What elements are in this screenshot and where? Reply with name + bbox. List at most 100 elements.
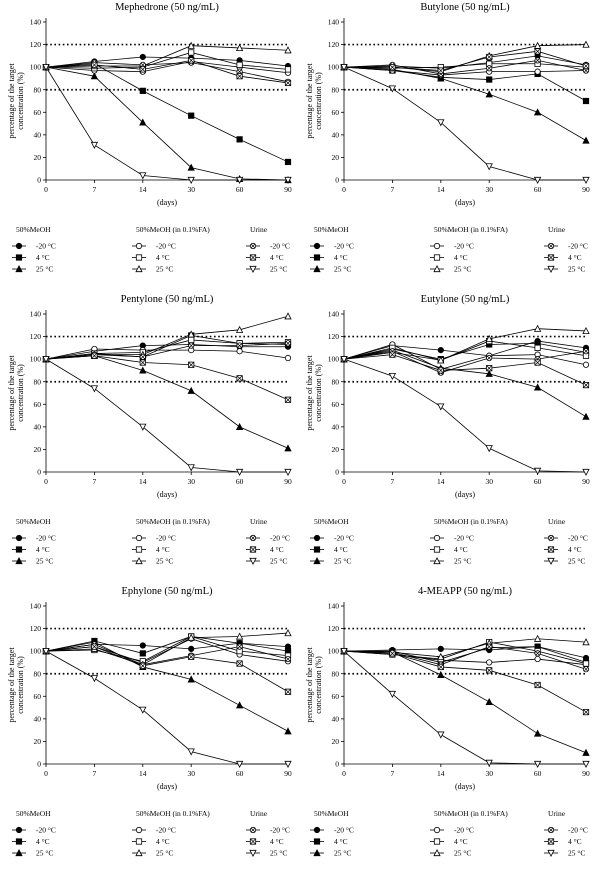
data-point	[486, 643, 493, 650]
legend-marker	[135, 546, 143, 553]
legend-group-title: 50%MeOH (in 0.1%FA)	[434, 225, 508, 234]
chart-title: Ephylone (50 ng/mL)	[122, 586, 213, 597]
y-axis-label: percentage of the targetconcentration (%…	[305, 355, 323, 431]
legend-marker	[15, 265, 23, 273]
y-tick-label: 100	[30, 63, 42, 72]
legend-marker	[547, 534, 555, 542]
legend-marker	[15, 534, 23, 542]
data-point	[235, 468, 244, 476]
legend-label: 4 °C	[568, 253, 582, 262]
legend-marker	[547, 826, 555, 834]
y-tick-label: 60	[332, 400, 340, 409]
data-point	[534, 655, 541, 663]
y-tick-label: 120	[328, 40, 340, 49]
series-line	[343, 66, 587, 76]
legend-marker	[249, 242, 257, 250]
data-point	[389, 351, 396, 358]
x-tick-label: 90	[582, 477, 590, 486]
x-tick-label: 7	[93, 769, 97, 778]
data-point	[139, 61, 146, 68]
data-point	[139, 662, 146, 669]
chart-legend: 50%MeOH -20 °C 4 °C 25 °C 50%MeOH (in 0.1%FA…	[310, 225, 588, 274]
data-point	[486, 53, 493, 61]
data-point	[534, 681, 541, 689]
series-line	[45, 52, 289, 70]
legend-label: 25 °C	[156, 265, 173, 274]
legend-label: -20 °C	[156, 826, 176, 835]
y-tick-label: 20	[34, 445, 42, 454]
legend-marker	[547, 546, 555, 553]
x-tick-label: 0	[342, 477, 346, 486]
data-point	[582, 361, 590, 368]
x-axis-label: (days)	[157, 490, 177, 499]
y-tick-label: 100	[30, 647, 42, 656]
data-point	[582, 760, 590, 768]
data-point	[534, 68, 541, 75]
data-point	[533, 176, 542, 184]
legend-label: 25 °C	[36, 265, 53, 274]
y-tick-label: 20	[34, 153, 42, 162]
data-point	[340, 648, 348, 656]
series-line	[45, 355, 289, 449]
data-point	[485, 369, 493, 377]
chart-legend: 50%MeOH -20 °C 4 °C 25 °C 50%MeOH (in 0.1%FA…	[12, 809, 290, 858]
legend-label: -20 °C	[334, 534, 354, 543]
data-point	[235, 701, 244, 709]
data-point	[582, 638, 590, 646]
legend-label: 25 °C	[270, 265, 287, 274]
data-point	[533, 324, 542, 332]
legend-marker	[313, 838, 321, 845]
legend-marker	[313, 826, 321, 834]
series-line	[343, 344, 587, 370]
y-axis-label: percentage of the targetconcentration (%…	[305, 647, 323, 723]
series-line	[45, 355, 289, 401]
legend-label: -20 °C	[568, 826, 588, 835]
legend-label: 4 °C	[270, 253, 284, 262]
legend-marker	[249, 826, 257, 834]
series-line	[343, 66, 586, 181]
data-point	[90, 675, 99, 683]
y-tick-label: 80	[332, 85, 340, 94]
chart-title: Pentylone (50 ng/mL)	[121, 294, 214, 305]
y-tick-label: 120	[30, 40, 42, 49]
legend-marker	[433, 534, 441, 542]
chart-panel: 4-MEAPP (50 ng/mL) 0 20 40 60 80 100 120 140 0 7 14…	[298, 584, 596, 876]
x-tick-label: 60	[236, 769, 244, 778]
x-tick-label: 60	[236, 477, 244, 486]
data-point	[437, 731, 445, 739]
legend-label: 25 °C	[36, 849, 53, 858]
legend-label: -20 °C	[36, 242, 56, 251]
data-point	[42, 648, 50, 656]
data-point	[485, 759, 493, 767]
data-point	[533, 634, 542, 642]
legend-marker	[547, 557, 555, 565]
series-line	[343, 349, 587, 418]
x-tick-label: 0	[44, 769, 48, 778]
series-line	[343, 641, 587, 664]
legend-marker	[433, 849, 441, 857]
data-point	[284, 158, 292, 166]
legend-label: 4 °C	[334, 253, 348, 262]
legend-group-title: 50%MeOH (in 0.1%FA)	[136, 225, 210, 234]
data-point	[437, 663, 444, 671]
chart-panel: Mephedrone (50 ng/mL) 0 20 40 60 80 100 120 140 0…	[0, 0, 298, 292]
y-tick-label: 100	[30, 355, 42, 364]
data-point	[437, 645, 444, 652]
y-tick-label: 80	[34, 377, 42, 386]
series-line	[45, 641, 289, 732]
series-line	[343, 350, 587, 374]
data-point	[42, 356, 50, 364]
legend-marker	[135, 849, 143, 857]
data-point	[485, 334, 493, 342]
x-tick-label: 14	[139, 769, 147, 778]
data-point	[582, 412, 590, 420]
legend-label: 4 °C	[334, 837, 348, 846]
data-point	[139, 642, 146, 649]
data-point	[187, 748, 195, 756]
data-point	[90, 141, 99, 149]
series-line	[45, 348, 289, 360]
legend-label: -20 °C	[156, 242, 176, 251]
data-point	[188, 112, 195, 119]
data-point	[187, 464, 195, 472]
data-point	[91, 643, 98, 650]
